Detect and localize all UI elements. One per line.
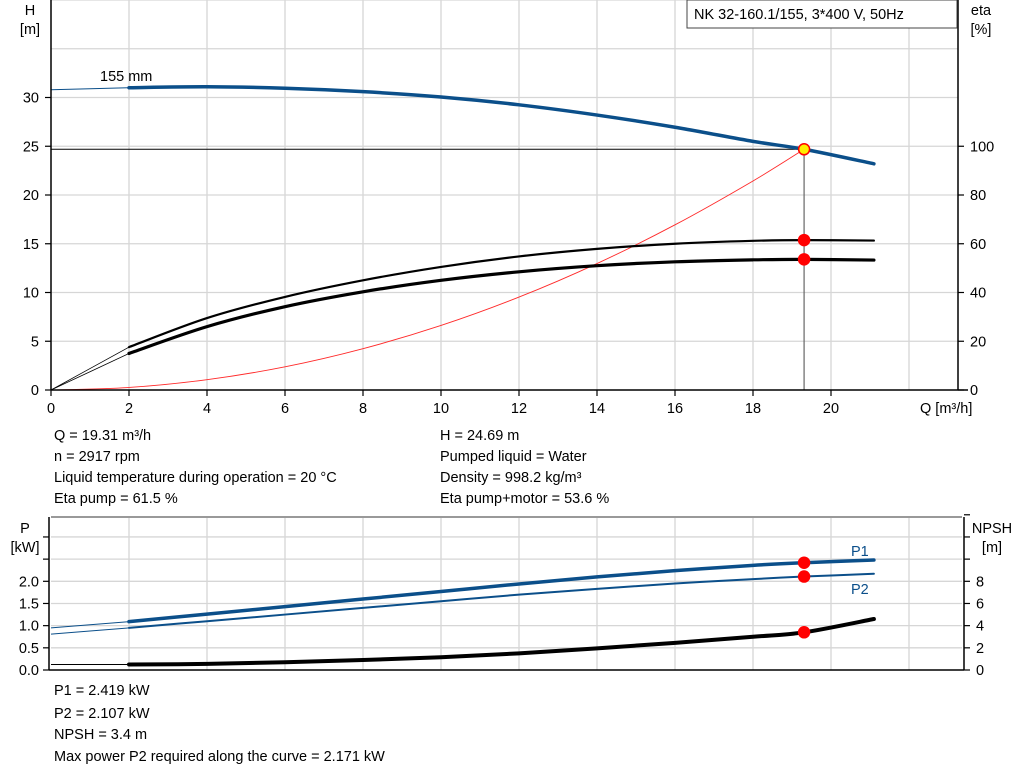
info-top-left: Q = 19.31 m³/h n = 2917 rpm Liquid tempe… bbox=[54, 428, 337, 507]
q-tick-label: 6 bbox=[281, 401, 289, 417]
eta-pump-motor-curve bbox=[127, 257, 876, 356]
duty-point-npsh bbox=[797, 626, 811, 639]
eta-pump-curve bbox=[127, 238, 875, 349]
q-tick-label: 18 bbox=[745, 401, 761, 417]
info-n: n = 2917 rpm bbox=[54, 449, 140, 465]
h-tick-label: 20 bbox=[23, 188, 39, 204]
p-tick-label: 0.0 bbox=[19, 663, 39, 679]
info-q: Q = 19.31 m³/h bbox=[54, 428, 151, 444]
h-tick-label: 25 bbox=[23, 139, 39, 155]
npsh-tick-label: 2 bbox=[976, 641, 984, 657]
head-curve bbox=[127, 85, 876, 166]
npsh-axis-title: NPSH bbox=[972, 521, 1012, 537]
info-p1: P1 = 2.419 kW bbox=[54, 683, 150, 699]
info-eta-pump-motor: Eta pump+motor = 53.6 % bbox=[440, 491, 609, 507]
h-tick-label: 10 bbox=[23, 286, 39, 302]
info-liquid: Pumped liquid = Water bbox=[440, 449, 587, 465]
info-h: H = 24.69 m bbox=[440, 428, 519, 444]
bottom-grid bbox=[51, 516, 962, 670]
q-tick-label: 12 bbox=[511, 401, 527, 417]
p-tick-label: 0.5 bbox=[19, 641, 39, 657]
q-tick-label: 16 bbox=[667, 401, 683, 417]
info-top-right: H = 24.69 m Pumped liquid = Water Densit… bbox=[440, 428, 609, 507]
eta-axis-title: eta bbox=[971, 3, 992, 19]
q-tick-label: 20 bbox=[823, 401, 839, 417]
eta-pump-motor-curve-extrapolated bbox=[50, 353, 130, 391]
title-box bbox=[686, 0, 958, 29]
eta-tick-label: 20 bbox=[970, 334, 986, 350]
duty-point-eta-pump-motor bbox=[797, 253, 811, 266]
npsh-axis-unit: [m] bbox=[982, 540, 1002, 556]
eta-tick-label: 40 bbox=[970, 286, 986, 302]
eta-pump-curve-extrapolated bbox=[50, 346, 130, 391]
p2-curve-extrapolated bbox=[50, 627, 130, 635]
duty-point-eta-pump bbox=[797, 233, 811, 247]
eta-tick-label: 80 bbox=[970, 188, 986, 204]
p2-label: P2 bbox=[851, 582, 869, 598]
q-axis-label: Q [m³/h] bbox=[920, 401, 972, 417]
q-tick-label: 14 bbox=[589, 401, 605, 417]
npsh-tick-label: 0 bbox=[976, 663, 984, 679]
p-axis-unit: [kW] bbox=[11, 540, 40, 556]
duty-point-head bbox=[797, 143, 811, 156]
info-npsh: NPSH = 3.4 m bbox=[54, 727, 147, 743]
info-eta-pump: Eta pump = 61.5 % bbox=[54, 491, 178, 507]
p-tick-label: 2.0 bbox=[19, 574, 39, 590]
q-tick-label: 0 bbox=[47, 401, 55, 417]
info-bottom: P1 = 2.419 kW P2 = 2.107 kW NPSH = 3.4 m… bbox=[54, 683, 385, 765]
system-curve-line bbox=[50, 148, 805, 391]
npsh-tick-label: 4 bbox=[976, 619, 984, 635]
title-box-text: NK 32-160.1/155, 3*400 V, 50Hz bbox=[694, 7, 904, 23]
impeller-label: 155 mm bbox=[100, 69, 152, 85]
p1-curve-extrapolated bbox=[50, 621, 130, 629]
eta-tick-label: 0 bbox=[970, 383, 978, 399]
npsh-tick-label: 6 bbox=[976, 596, 984, 612]
q-tick-label: 2 bbox=[125, 401, 133, 417]
duty-point-p1 bbox=[797, 556, 811, 569]
duty-point-p2 bbox=[797, 570, 811, 583]
eta-tick-label: 100 bbox=[970, 139, 994, 155]
eta-axis-unit: [%] bbox=[971, 22, 992, 38]
axes: 0 2 4 6 8 10 12 14 16 18 2005101520253002040608010… bbox=[19, 0, 994, 679]
h-tick-label: 5 bbox=[31, 334, 39, 350]
head-curve-extrapolated bbox=[50, 87, 130, 91]
curves bbox=[50, 85, 876, 667]
q-tick-label: 10 bbox=[433, 401, 449, 417]
h-tick-label: 30 bbox=[23, 91, 39, 107]
q-tick-label: 8 bbox=[359, 401, 367, 417]
eta-tick-label: 60 bbox=[970, 237, 986, 253]
p1-label: P1 bbox=[851, 544, 869, 560]
h-tick-label: 15 bbox=[23, 237, 39, 253]
h-tick-label: 0 bbox=[31, 383, 39, 399]
info-max-p2: Max power P2 required along the curve = … bbox=[54, 749, 385, 765]
npsh-tick-label: 8 bbox=[976, 574, 984, 590]
info-density: Density = 998.2 kg/m³ bbox=[440, 470, 582, 486]
npsh-curve bbox=[127, 617, 876, 667]
p-tick-label: 1.0 bbox=[19, 619, 39, 635]
h-axis-unit: [m] bbox=[20, 22, 40, 38]
info-temperature: Liquid temperature during operation = 20… bbox=[54, 470, 337, 486]
p1-curve bbox=[127, 558, 876, 624]
h-axis-title: H bbox=[25, 3, 35, 19]
p-axis-title: P bbox=[20, 521, 30, 537]
p2-curve bbox=[128, 572, 875, 629]
p-tick-label: 1.5 bbox=[19, 596, 39, 612]
info-p2: P2 = 2.107 kW bbox=[54, 706, 150, 722]
q-tick-label: 4 bbox=[203, 401, 211, 417]
